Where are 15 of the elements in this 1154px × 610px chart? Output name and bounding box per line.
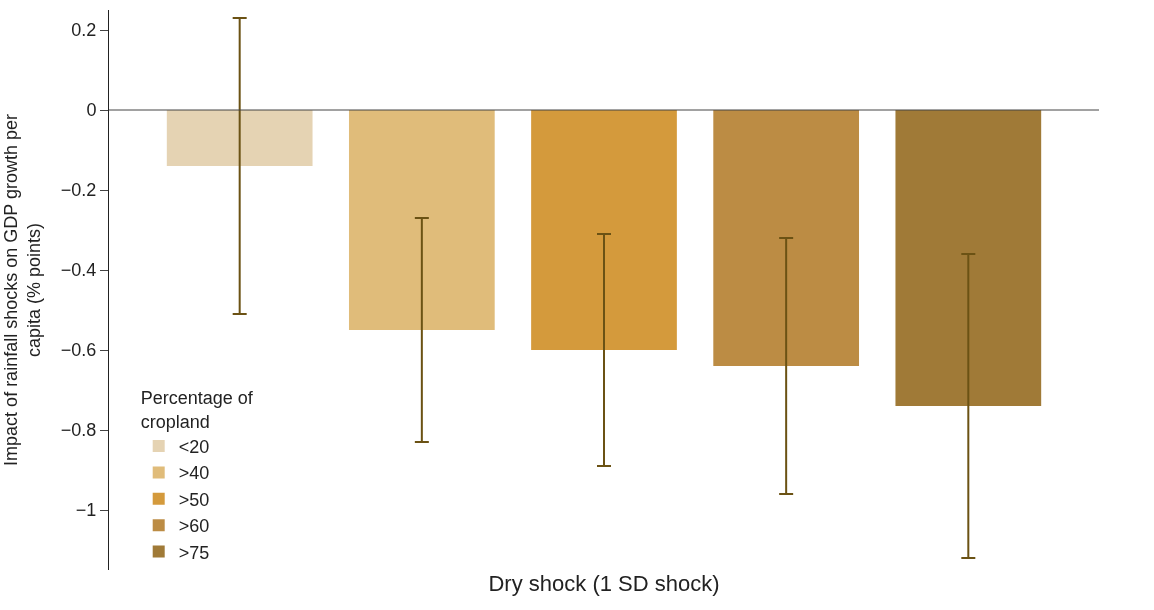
- y-tick-label: −0.6: [60, 340, 97, 361]
- legend-label: >75: [178, 542, 210, 563]
- legend-title: Percentage of cropland: [140, 388, 254, 432]
- legend-label: >60: [178, 516, 210, 537]
- y-axis-title: Impact of rainfall shocks on GDP growth per capita (% points): [0, 114, 45, 466]
- y-tick-label: 0: [86, 100, 97, 121]
- y-tick-label: 0.2: [71, 20, 97, 41]
- y-tick-label: −1: [75, 500, 97, 521]
- legend-label: <20: [178, 437, 210, 458]
- y-tick-label: −0.2: [60, 180, 97, 201]
- y-tick-label: −0.8: [60, 420, 97, 441]
- legend-label: >50: [178, 489, 210, 510]
- y-tick-label: −0.4: [60, 260, 97, 281]
- legend-label: >40: [178, 463, 210, 484]
- x-tick-label: Dry shock (1 SD shock): [488, 570, 720, 596]
